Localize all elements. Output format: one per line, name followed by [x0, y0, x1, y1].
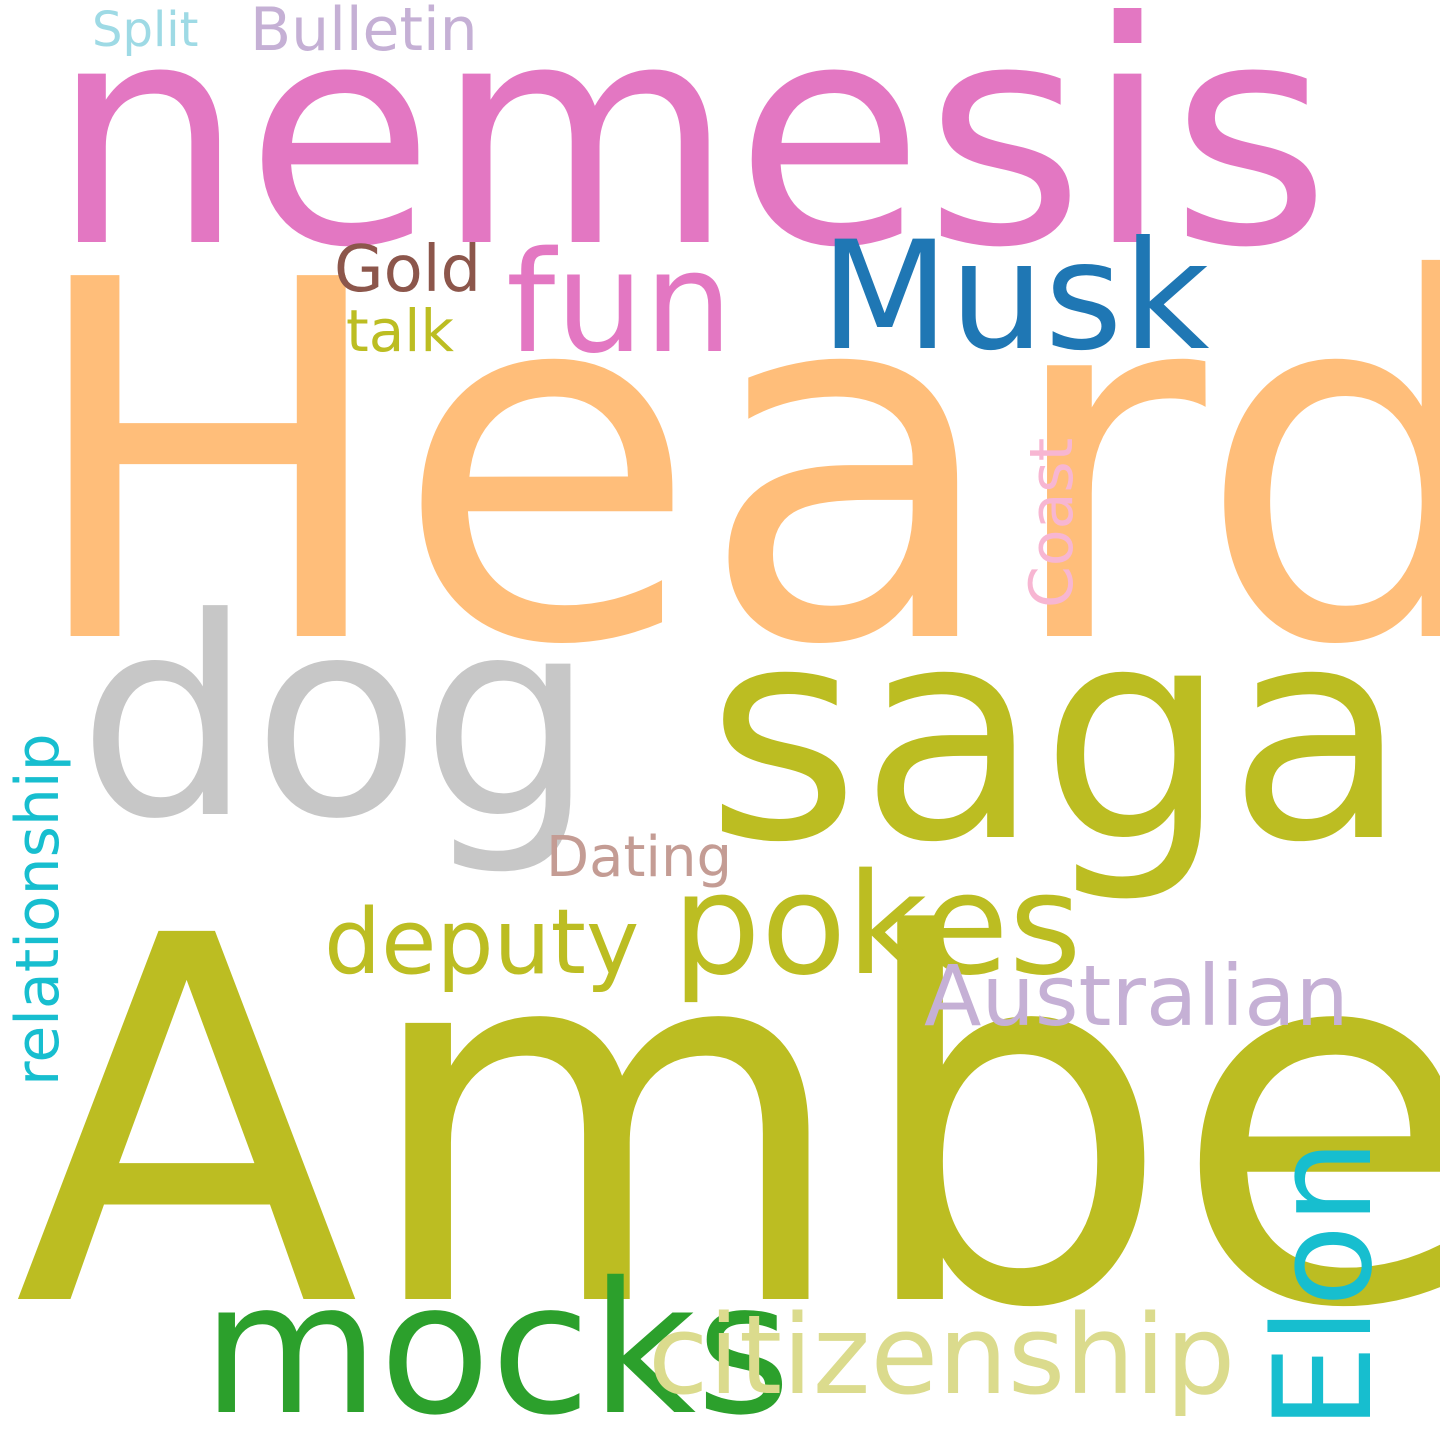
word-bulletin: Bulletin	[250, 0, 478, 65]
word-gold: Gold	[334, 233, 482, 307]
word-fun: fun	[506, 222, 733, 385]
word-amber: Amber	[14, 831, 1440, 1419]
word-dog: dog	[78, 559, 596, 879]
word-australian: Australian	[924, 947, 1349, 1045]
word-musk: Musk	[820, 210, 1210, 384]
word-coast: Coast	[1017, 437, 1087, 608]
word-relationship: relationship	[3, 733, 73, 1086]
word-heard: Heard	[22, 177, 1440, 753]
word-nemesis: nemesis	[50, 0, 1331, 315]
word-pokes: pokes	[672, 844, 1082, 1007]
word-citizenship: citizenship	[648, 1291, 1236, 1419]
word-dating: Dating	[546, 825, 732, 890]
word-mocks: mocks	[202, 1243, 791, 1440]
word-elon: Elon	[1245, 1139, 1402, 1430]
word-saga: saga	[706, 563, 1409, 907]
word-deputy: deputy	[324, 890, 640, 995]
word-split: Split	[92, 2, 199, 58]
word-talk: talk	[346, 297, 454, 365]
